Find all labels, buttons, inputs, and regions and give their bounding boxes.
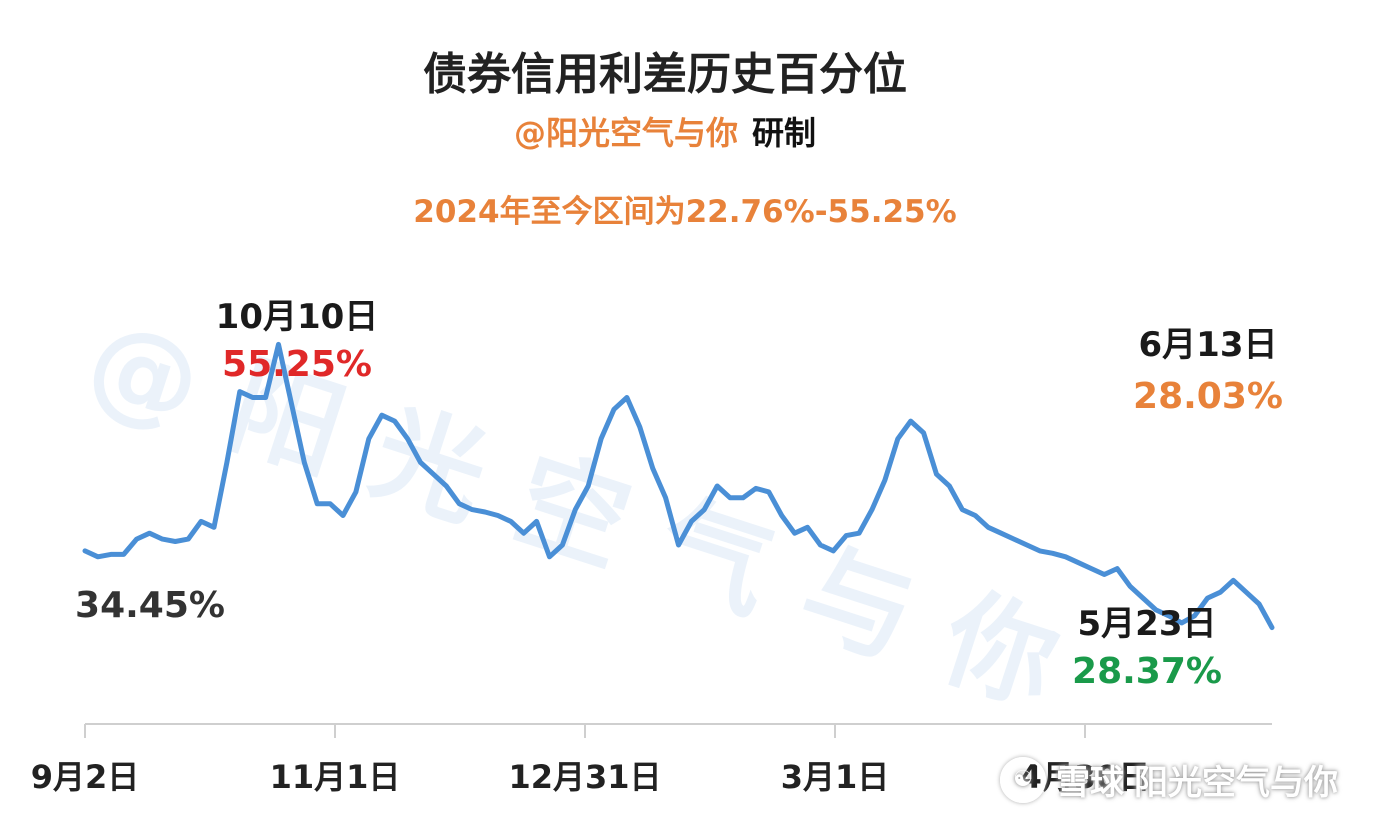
footer-brand: 雪球 [1056,763,1124,803]
subtitle-author: @阳光空气与你 [513,114,738,152]
x-tick-label: 11月1日 [270,758,401,796]
annotation-value: 55.25% [222,344,372,385]
footer-author: 阳光空气与你 [1134,763,1338,803]
x-tick-label: 12月31日 [508,758,661,796]
series-line [82,341,1275,631]
footer-watermark: ☯ 雪球 阳光空气与你 [1000,755,1338,804]
x-tick-label: 3月1日 [781,758,890,796]
snowball-logo-icon: ☯ [1000,756,1046,803]
annotation-value: 28.03% [1133,376,1283,417]
annotation-date: 10月10日 [216,297,379,337]
chart-title: 债券信用利差历史百分位 [423,49,907,100]
annotation-date: 5月23日 [1078,604,1217,644]
subtitle-suffix: 研制 [752,114,817,152]
annotation-value: 28.37% [1072,651,1222,692]
annotation-value: 34.45% [75,585,225,626]
chart-subtitle: @阳光空气与你 研制 [0,108,1330,154]
annotation-date: 6月13日 [1139,325,1278,365]
range-note: 2024年至今区间为22.76%-55.25% [413,194,957,230]
x-tick-label: 9月2日 [31,758,140,796]
